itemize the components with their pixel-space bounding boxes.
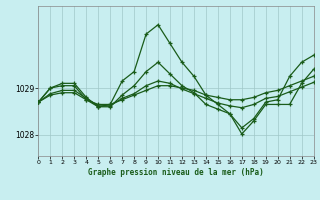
X-axis label: Graphe pression niveau de la mer (hPa): Graphe pression niveau de la mer (hPa) [88,168,264,177]
